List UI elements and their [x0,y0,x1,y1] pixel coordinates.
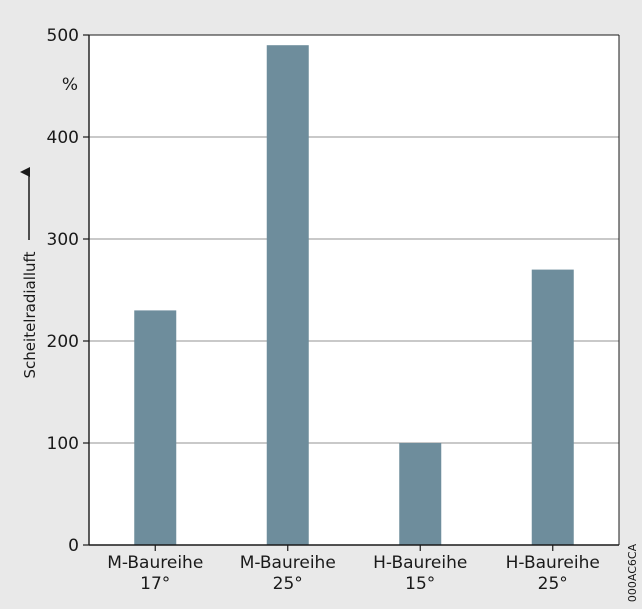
y-axis-label: Scheitelradialluft [21,251,39,378]
y-tick-label: 200 [47,332,79,352]
y-tick-label: 0 [68,536,79,556]
y-tick-label: 400 [47,128,79,148]
plot-area [89,35,619,545]
grid-lines [89,136,619,444]
bar [266,45,309,545]
y-tick-label: 500 [47,26,79,46]
x-tick-label: M-Baureihe [107,553,203,573]
x-tick-label: 25° [273,574,303,594]
y-unit-label: % [62,75,78,95]
x-tick-label: 15° [405,574,435,594]
x-tick-label: 17° [140,574,170,594]
x-tick-label: 25° [538,574,568,594]
y-tick-label: 300 [47,230,79,250]
bar [399,443,442,545]
x-tick-label: H-Baureihe [506,553,600,573]
x-tick-label: M-Baureihe [240,553,336,573]
figure-code: 000AC6CA [626,543,639,602]
y-tick-label: 100 [47,434,79,454]
bar [531,269,574,545]
x-tick-label: H-Baureihe [373,553,467,573]
bar [134,310,177,545]
labels: 0100200300400500%M-Baureihe17°M-Baureihe… [21,26,639,602]
axes [20,34,620,551]
bars [134,45,574,545]
